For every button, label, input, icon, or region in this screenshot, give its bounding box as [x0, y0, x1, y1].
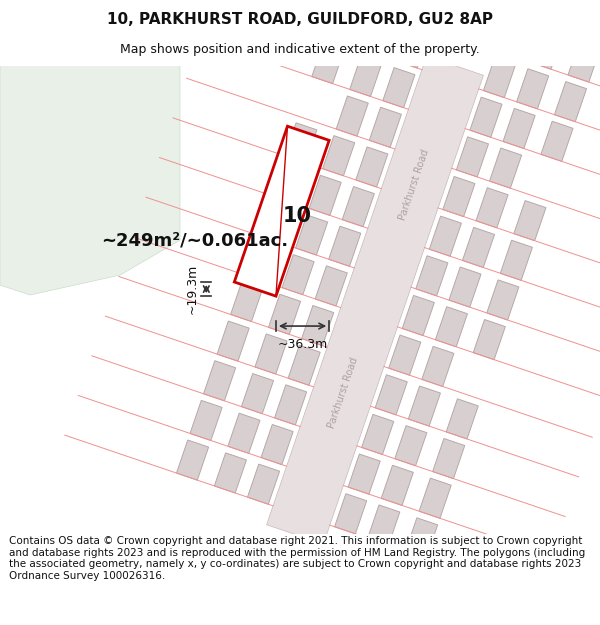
Polygon shape — [476, 188, 508, 228]
Polygon shape — [541, 121, 573, 161]
Polygon shape — [271, 162, 304, 202]
Polygon shape — [473, 319, 505, 359]
Polygon shape — [350, 56, 382, 96]
Polygon shape — [214, 453, 247, 493]
Polygon shape — [406, 518, 437, 558]
Text: Parkhurst Road: Parkhurst Road — [326, 356, 360, 429]
Polygon shape — [409, 386, 440, 426]
Polygon shape — [370, 107, 401, 148]
Polygon shape — [235, 126, 329, 296]
Text: ~249m²/~0.061ac.: ~249m²/~0.061ac. — [101, 231, 289, 249]
Polygon shape — [463, 228, 494, 268]
Text: ~19.3m: ~19.3m — [185, 264, 199, 314]
Text: Map shows position and indicative extent of the property.: Map shows position and indicative extent… — [120, 42, 480, 56]
Polygon shape — [457, 137, 488, 177]
Polygon shape — [490, 148, 521, 188]
Polygon shape — [315, 266, 347, 306]
Polygon shape — [285, 122, 317, 163]
Polygon shape — [383, 68, 415, 108]
Polygon shape — [247, 464, 280, 504]
Polygon shape — [410, 0, 442, 28]
Polygon shape — [377, 0, 409, 17]
Polygon shape — [449, 267, 481, 307]
Polygon shape — [422, 346, 454, 386]
Polygon shape — [381, 465, 413, 506]
Polygon shape — [241, 374, 274, 414]
Polygon shape — [342, 186, 374, 227]
Polygon shape — [416, 256, 448, 296]
Polygon shape — [436, 307, 467, 347]
Polygon shape — [339, 0, 371, 4]
Polygon shape — [255, 334, 287, 374]
Text: Contains OS data © Crown copyright and database right 2021. This information is : Contains OS data © Crown copyright and d… — [9, 536, 585, 581]
Polygon shape — [419, 478, 451, 518]
Polygon shape — [484, 58, 515, 98]
Polygon shape — [568, 42, 600, 82]
Polygon shape — [335, 494, 367, 534]
Polygon shape — [517, 69, 549, 109]
Polygon shape — [395, 426, 427, 466]
Polygon shape — [296, 215, 328, 255]
Polygon shape — [363, 17, 395, 57]
Polygon shape — [375, 375, 407, 415]
Polygon shape — [470, 97, 502, 138]
Polygon shape — [309, 175, 341, 216]
Polygon shape — [443, 176, 475, 217]
Polygon shape — [368, 505, 400, 545]
Polygon shape — [389, 335, 421, 375]
Text: 10, PARKHURST ROAD, GUILDFORD, GU2 8AP: 10, PARKHURST ROAD, GUILDFORD, GU2 8AP — [107, 12, 493, 27]
Polygon shape — [500, 240, 532, 281]
Polygon shape — [446, 399, 478, 439]
Polygon shape — [544, 0, 576, 29]
Polygon shape — [176, 440, 209, 480]
Polygon shape — [288, 345, 320, 385]
Polygon shape — [433, 439, 465, 479]
Polygon shape — [312, 44, 344, 84]
Text: Parkhurst Road: Parkhurst Road — [398, 148, 431, 222]
Polygon shape — [530, 29, 562, 69]
Polygon shape — [268, 294, 301, 334]
Polygon shape — [282, 254, 314, 295]
Polygon shape — [230, 281, 263, 321]
Polygon shape — [402, 296, 434, 336]
Polygon shape — [348, 454, 380, 494]
Polygon shape — [217, 321, 249, 361]
Polygon shape — [362, 414, 394, 454]
Text: ~36.3m: ~36.3m — [277, 338, 328, 351]
Polygon shape — [497, 18, 529, 58]
Polygon shape — [503, 108, 535, 149]
Polygon shape — [190, 401, 222, 441]
Polygon shape — [275, 385, 307, 425]
Polygon shape — [244, 242, 276, 282]
Polygon shape — [0, 66, 180, 295]
Polygon shape — [261, 424, 293, 464]
Polygon shape — [514, 201, 546, 241]
Polygon shape — [329, 226, 361, 266]
Polygon shape — [397, 28, 428, 68]
Polygon shape — [302, 306, 334, 346]
Polygon shape — [487, 280, 519, 320]
Polygon shape — [323, 136, 355, 176]
Polygon shape — [430, 216, 461, 256]
Polygon shape — [257, 202, 290, 242]
Polygon shape — [511, 0, 542, 18]
Polygon shape — [325, 4, 358, 44]
Polygon shape — [266, 56, 484, 544]
Polygon shape — [203, 361, 236, 401]
Polygon shape — [336, 96, 368, 136]
Polygon shape — [228, 413, 260, 453]
Polygon shape — [554, 82, 587, 122]
Text: 10: 10 — [282, 206, 311, 226]
Polygon shape — [356, 147, 388, 187]
